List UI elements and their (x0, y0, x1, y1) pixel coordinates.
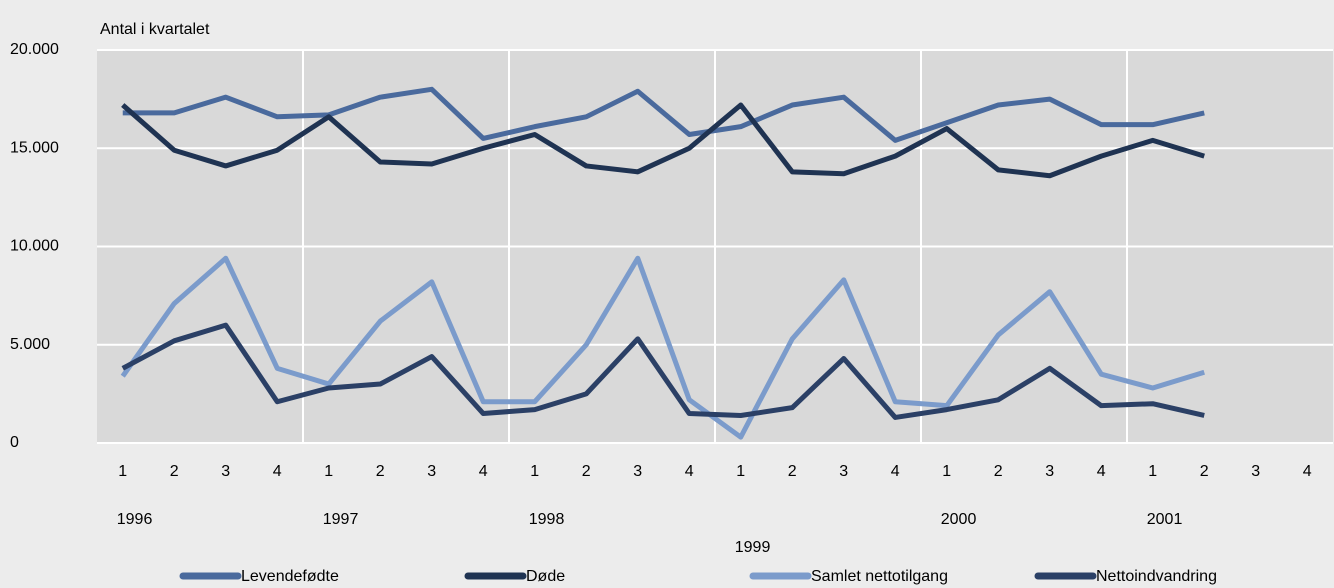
year-label: 1996 (117, 511, 153, 528)
y-tick-label: 0 (10, 434, 19, 451)
year-label: 1997 (323, 511, 359, 528)
y-tick-label: 5.000 (10, 336, 50, 353)
x-tick-label: 3 (427, 463, 436, 480)
x-tick-label: 1 (324, 463, 333, 480)
x-tick-label: 1 (942, 463, 951, 480)
year-label: 1998 (529, 511, 565, 528)
x-tick-label: 2 (170, 463, 179, 480)
y-tick-label: 20.000 (10, 41, 59, 58)
legend-label: Nettoindvandring (1096, 568, 1217, 585)
year-label: 2000 (941, 511, 977, 528)
x-tick-label: 2 (994, 463, 1003, 480)
series-line (121, 102, 1205, 179)
series-line (122, 86, 1205, 143)
x-tick-label: 3 (839, 463, 848, 480)
x-tick-label: 3 (1251, 463, 1260, 480)
x-tick-label: 4 (685, 463, 694, 480)
x-tick-label: 1 (118, 463, 127, 480)
series-line (120, 255, 1205, 440)
x-tick-label: 2 (788, 463, 797, 480)
x-tick-label: 4 (479, 463, 488, 480)
x-tick-label: 1 (530, 463, 539, 480)
x-tick-label: 1 (736, 463, 745, 480)
x-tick-label: 3 (221, 463, 230, 480)
x-tick-label: 4 (1303, 463, 1312, 480)
year-label: 1999 (735, 539, 771, 556)
y-tick-label: 15.000 (10, 139, 59, 156)
legend-label: Levendefødte (241, 568, 339, 585)
x-tick-label: 4 (891, 463, 900, 480)
x-tick-label: 2 (376, 463, 385, 480)
y-axis-title: Antal i kvartalet (100, 21, 210, 38)
year-label: 2001 (1147, 511, 1183, 528)
x-tick-label: 3 (633, 463, 642, 480)
y-tick-label: 10.000 (10, 238, 59, 255)
legend-label: Døde (526, 568, 565, 585)
series-line (121, 322, 1205, 420)
x-tick-label: 4 (1097, 463, 1106, 480)
legend-label: Samlet nettotilgang (811, 568, 948, 585)
x-tick-label: 2 (1200, 463, 1209, 480)
x-tick-label: 3 (1045, 463, 1054, 480)
x-tick-label: 4 (273, 463, 282, 480)
x-tick-label: 1 (1148, 463, 1157, 480)
x-tick-label: 2 (582, 463, 591, 480)
